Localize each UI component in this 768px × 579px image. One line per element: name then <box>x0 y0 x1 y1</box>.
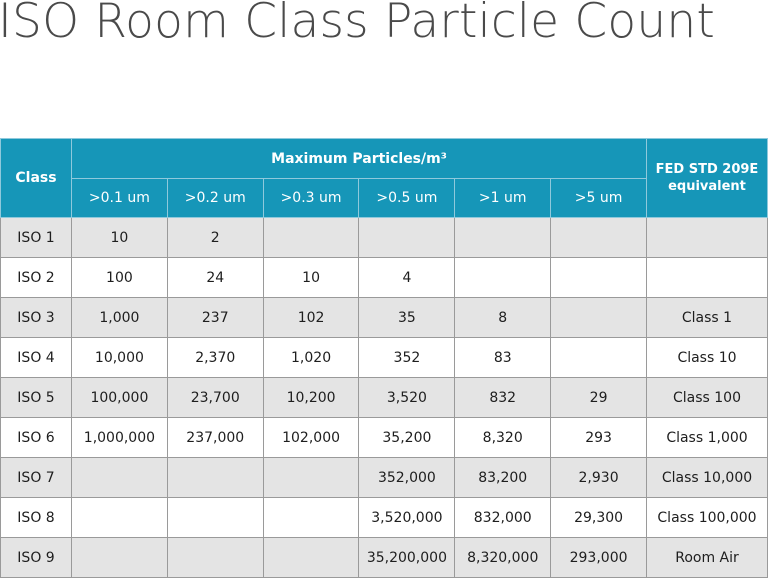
particle-count-cell <box>262 537 360 578</box>
particle-count-cell: 352,000 <box>358 457 456 498</box>
particle-count-cell: 35,200 <box>358 417 456 458</box>
class-cell: ISO 9 <box>0 537 72 578</box>
table-row: ISO 8 3,520,000 832,000 29,300 Class 100,000 <box>0 497 768 538</box>
particle-count-cell <box>262 497 360 538</box>
particle-count-cell: 10,200 <box>262 377 360 418</box>
particle-count-cell: 293 <box>550 417 647 458</box>
particle-count-cell: 100,000 <box>71 377 168 418</box>
class-cell: ISO 1 <box>0 217 72 258</box>
page-title: ISO Room Class Particle Count <box>0 0 715 49</box>
particle-count-cell <box>71 457 168 498</box>
fed-std-header-line1: FED STD 209E <box>655 162 759 177</box>
table-row: ISO 3 1,000 237 102 35 8 Class 1 <box>0 297 768 338</box>
particle-count-cell: 35 <box>358 297 456 338</box>
particle-count-cell: 35,200,000 <box>358 537 456 578</box>
fed-equivalent-cell: Room Air <box>646 537 768 578</box>
particle-count-cell <box>71 497 168 538</box>
class-column-header: Class <box>0 138 72 218</box>
particle-count-cell: 8,320 <box>454 417 552 458</box>
size-header: >1 um <box>454 178 552 218</box>
particle-count-table: Class Maximum Particles/m³ FED STD 209E … <box>0 138 768 578</box>
size-header: >0.2 um <box>166 178 264 218</box>
particle-count-cell: 10 <box>262 257 360 298</box>
class-cell: ISO 8 <box>0 497 72 538</box>
particle-count-cell <box>71 537 168 578</box>
particle-count-cell: 8,320,000 <box>454 537 552 578</box>
particle-count-cell <box>550 297 647 338</box>
particle-count-cell <box>550 257 647 298</box>
particle-count-cell: 102 <box>262 297 360 338</box>
class-cell: ISO 3 <box>0 297 72 338</box>
fed-equivalent-cell: Class 1 <box>646 297 768 338</box>
fed-equivalent-cell <box>646 217 768 258</box>
class-cell: ISO 6 <box>0 417 72 458</box>
particle-count-cell: 102,000 <box>262 417 360 458</box>
fed-std-header: FED STD 209E equivalent <box>646 138 768 218</box>
table-row: ISO 5 100,000 23,700 10,200 3,520 832 29 Class … <box>0 377 768 418</box>
particle-count-cell: 29 <box>550 377 647 418</box>
table-body: ISO 1 10 2 ISO 2 100 24 10 4 ISO 3 1,000 237 102 35 8… <box>0 217 768 578</box>
particle-count-cell: 24 <box>166 257 264 298</box>
header-row: Class Maximum Particles/m³ FED STD 209E … <box>0 138 768 218</box>
particle-count-cell: 1,000,000 <box>71 417 168 458</box>
particle-count-cell: 352 <box>358 337 456 378</box>
particle-count-cell: 10 <box>71 217 168 258</box>
fed-equivalent-cell: Class 10,000 <box>646 457 768 498</box>
table-row: ISO 6 1,000,000 237,000 102,000 35,200 8,320 2… <box>0 417 768 458</box>
particle-count-cell: 1,000 <box>71 297 168 338</box>
particle-count-cell <box>166 537 264 578</box>
class-cell: ISO 5 <box>0 377 72 418</box>
fed-equivalent-cell: Class 1,000 <box>646 417 768 458</box>
fed-std-header-line2: equivalent <box>668 179 746 194</box>
fed-equivalent-cell: Class 100,000 <box>646 497 768 538</box>
particle-count-cell: 2 <box>166 217 264 258</box>
size-header: >5 um <box>550 178 647 218</box>
particle-count-cell: 8 <box>454 297 552 338</box>
particle-count-cell: 832,000 <box>454 497 552 538</box>
table-row: ISO 4 10,000 2,370 1,020 352 83 Class 10 <box>0 337 768 378</box>
particle-count-cell: 3,520,000 <box>358 497 456 538</box>
particle-count-cell: 237 <box>166 297 264 338</box>
size-header: >0.5 um <box>358 178 456 218</box>
particle-count-cell: 2,930 <box>550 457 647 498</box>
particle-count-cell: 2,370 <box>166 337 264 378</box>
particle-count-cell: 23,700 <box>166 377 264 418</box>
particle-count-cell: 1,020 <box>262 337 360 378</box>
fed-equivalent-cell: Class 100 <box>646 377 768 418</box>
particle-count-cell: 237,000 <box>166 417 264 458</box>
particle-count-cell: 3,520 <box>358 377 456 418</box>
table-row: ISO 7 352,000 83,200 2,930 Class 10,000 <box>0 457 768 498</box>
particle-count-cell <box>550 217 647 258</box>
particle-count-cell: 83 <box>454 337 552 378</box>
table-row: ISO 9 35,200,000 8,320,000 293,000 Room Air <box>0 537 768 578</box>
particle-count-cell: 4 <box>358 257 456 298</box>
particle-count-cell <box>262 217 360 258</box>
size-header-row: >0.1 um >0.2 um >0.3 um >0.5 um >1 um >5… <box>1 178 768 218</box>
particle-count-cell <box>358 217 456 258</box>
size-header: >0.1 um <box>71 178 168 218</box>
table-row: ISO 1 10 2 <box>0 217 768 258</box>
particle-count-cell <box>166 497 264 538</box>
table-row: ISO 2 100 24 10 4 <box>0 257 768 298</box>
particle-count-cell: 10,000 <box>71 337 168 378</box>
size-header: >0.3 um <box>262 178 360 218</box>
particle-count-cell: 100 <box>71 257 168 298</box>
fed-equivalent-cell: Class 10 <box>646 337 768 378</box>
particle-count-cell: 293,000 <box>550 537 647 578</box>
class-cell: ISO 2 <box>0 257 72 298</box>
particle-count-cell <box>454 217 552 258</box>
class-cell: ISO 7 <box>0 457 72 498</box>
particle-count-cell: 832 <box>454 377 552 418</box>
particle-count-cell: 83,200 <box>454 457 552 498</box>
particle-count-cell <box>262 457 360 498</box>
max-particles-header: Maximum Particles/m³ <box>71 138 647 179</box>
particle-count-cell <box>454 257 552 298</box>
particle-count-cell <box>166 457 264 498</box>
class-cell: ISO 4 <box>0 337 72 378</box>
particle-count-cell: 29,300 <box>550 497 647 538</box>
particle-count-cell <box>550 337 647 378</box>
fed-equivalent-cell <box>646 257 768 298</box>
